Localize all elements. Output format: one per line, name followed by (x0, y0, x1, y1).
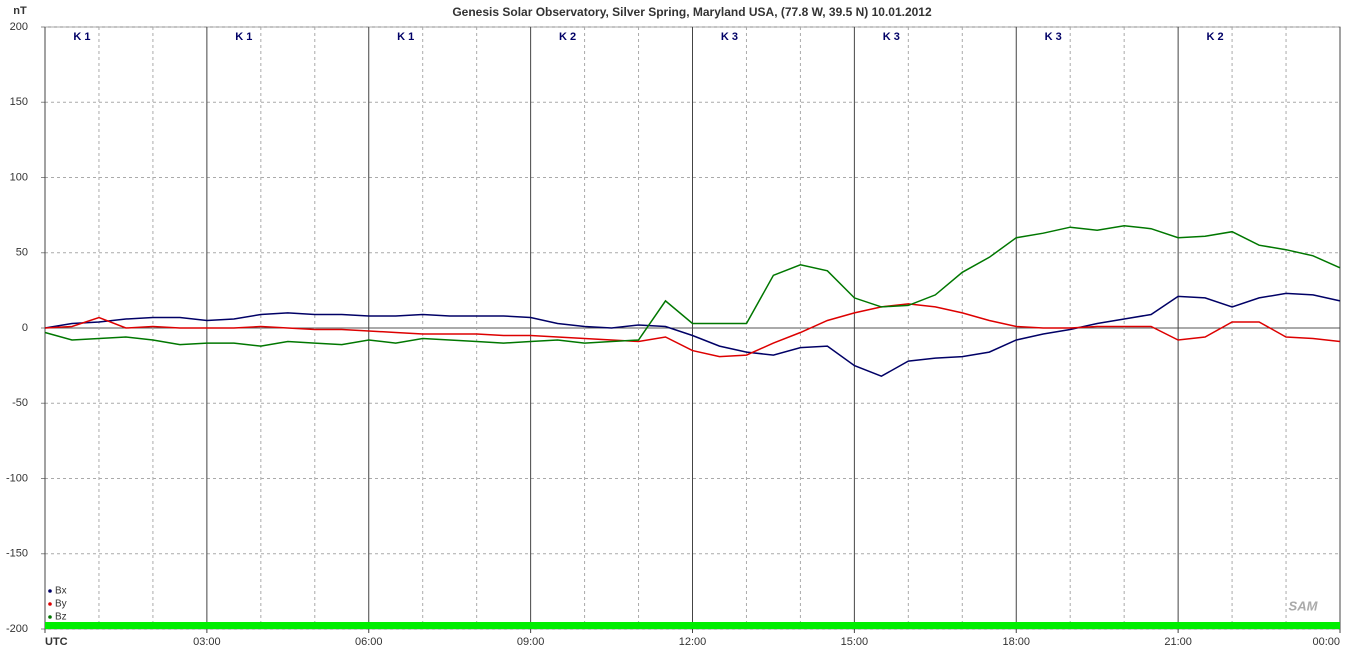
x-tick-label: 03:00 (193, 636, 221, 648)
y-tick-label: 100 (10, 171, 28, 183)
k-index-label: K 2 (1207, 31, 1224, 43)
y-tick-label: 150 (10, 96, 28, 108)
x-tick-label: UTC (45, 636, 68, 648)
x-tick-label: 12:00 (679, 636, 707, 648)
legend-marker (48, 589, 52, 593)
y-tick-label: 200 (10, 21, 28, 33)
x-tick-label: 18:00 (1002, 636, 1030, 648)
k-index-label: K 1 (73, 31, 90, 43)
legend-label: Bz (55, 612, 67, 623)
x-tick-label: 21:00 (1164, 636, 1192, 648)
legend-marker (48, 602, 52, 606)
series-line (44, 292, 1341, 378)
status-bar (45, 622, 1340, 629)
chart-title: Genesis Solar Observatory, Silver Spring… (452, 5, 932, 19)
y-tick-label: -50 (12, 397, 28, 409)
logo: SAM (1289, 598, 1319, 613)
x-tick-label: 00:00 (1312, 636, 1340, 648)
series-line (44, 303, 1341, 358)
legend-marker (48, 615, 52, 619)
x-tick-label: 06:00 (355, 636, 383, 648)
k-index-label: K 3 (883, 31, 900, 43)
legend-label: Bx (55, 586, 67, 597)
y-tick-label: 50 (16, 247, 28, 259)
k-index-label: K 2 (559, 31, 576, 43)
legend-label: By (55, 599, 67, 610)
x-tick-label: 15:00 (841, 636, 869, 648)
y-tick-label: -200 (6, 623, 28, 635)
k-index-label: K 1 (235, 31, 252, 43)
y-tick-label: 0 (22, 322, 28, 334)
y-tick-label: -100 (6, 472, 28, 484)
x-tick-label: 09:00 (517, 636, 545, 648)
k-index-label: K 3 (721, 31, 738, 43)
y-axis-label: nT (13, 5, 27, 17)
k-index-label: K 1 (397, 31, 414, 43)
series-line (44, 224, 1341, 347)
k-index-label: K 3 (1045, 31, 1062, 43)
y-tick-label: -150 (6, 548, 28, 560)
